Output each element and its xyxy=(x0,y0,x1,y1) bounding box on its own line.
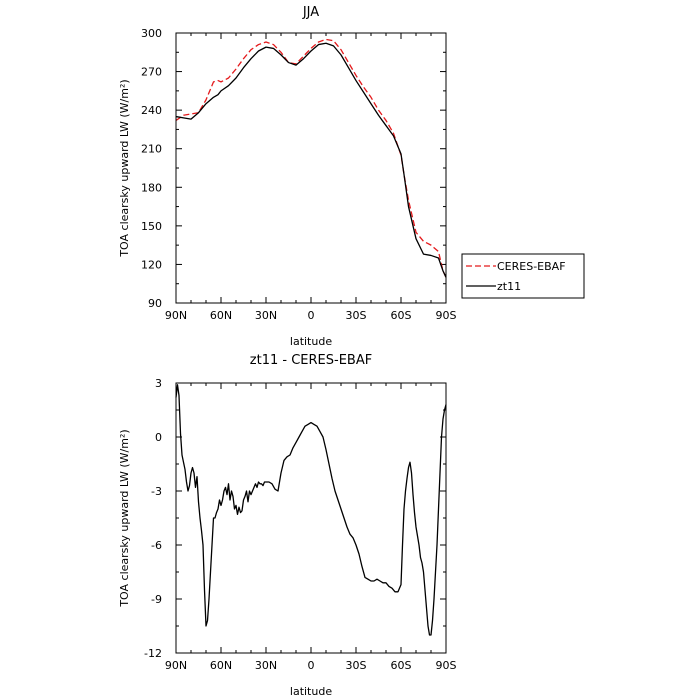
top-x-tick-label: 90N xyxy=(165,309,187,322)
top-x-tick-label: 0 xyxy=(308,309,315,322)
top-y-tick-label: 240 xyxy=(141,104,162,117)
bottom-panel: zt11 - CERES-EBAF 90N 60N 30N 0 30S 60S 90S -12… xyxy=(118,353,457,698)
bottom-x-tick-label: 30N xyxy=(255,659,277,672)
bottom-y-tick-label: 3 xyxy=(155,377,162,390)
bottom-y-tick-label: -3 xyxy=(151,485,162,498)
bottom-x-tick-label: 60S xyxy=(391,659,412,672)
bottom-y-tick-label: 0 xyxy=(155,431,162,444)
bottom-series-lines xyxy=(175,384,447,636)
top-panel: JJA 90N 60N 30N 0 30S 60S 90S 90 120 150 180 210 240… xyxy=(118,5,585,348)
legend: CERES-EBAF zt11 xyxy=(461,253,585,299)
top-y-tick-label: 120 xyxy=(141,258,162,271)
top-x-tick-label: 60N xyxy=(210,309,232,322)
bottom-y-tick-label: -12 xyxy=(144,647,162,660)
bottom-x-tick-label: 90S xyxy=(436,659,457,672)
bottom-x-tick-label: 30S xyxy=(346,659,367,672)
top-x-tick-label: 90S xyxy=(436,309,457,322)
legend-box xyxy=(461,253,585,299)
bottom-plot-frame xyxy=(175,382,447,654)
top-y-tick-label: 270 xyxy=(141,66,162,79)
bottom-series-line-difference xyxy=(175,384,447,636)
top-axis-ticks: 90N 60N 30N 0 30S 60S 90S 90 120 150 180 210 240 270 3… xyxy=(141,27,457,322)
bottom-y-tick-label: -9 xyxy=(151,593,162,606)
top-y-tick-label: 300 xyxy=(141,27,162,40)
bottom-x-tick-label: 90N xyxy=(165,659,187,672)
top-ylabel: TOA clearsky upward LW (W/m²) xyxy=(118,79,131,257)
bottom-title: zt11 - CERES-EBAF xyxy=(250,353,372,368)
top-x-tick-label: 30N xyxy=(255,309,277,322)
bottom-ylabel: TOA clearsky upward LW (W/m²) xyxy=(118,429,131,607)
top-x-tick-label: 60S xyxy=(391,309,412,322)
top-y-tick-label: 210 xyxy=(141,143,162,156)
top-y-tick-label: 90 xyxy=(148,297,162,310)
top-y-tick-label: 180 xyxy=(141,181,162,194)
legend-label-ceres: CERES-EBAF xyxy=(497,260,566,273)
top-xlabel: latitude xyxy=(290,335,332,348)
top-title: JJA xyxy=(302,5,319,20)
bottom-xlabel: latitude xyxy=(290,685,332,698)
top-series-lines xyxy=(175,38,447,278)
top-series-line-ceres-ebaf xyxy=(175,38,447,278)
bottom-x-tick-label: 60N xyxy=(210,659,232,672)
top-plot-frame xyxy=(175,32,447,304)
legend-label-zt11: zt11 xyxy=(497,280,521,293)
bottom-axis-ticks: 90N 60N 30N 0 30S 60S 90S -12 -9 -6 -3 0 3 xyxy=(144,377,456,672)
bottom-x-tick-label: 0 xyxy=(308,659,315,672)
bottom-y-tick-label: -6 xyxy=(151,539,162,552)
top-x-tick-label: 30S xyxy=(346,309,367,322)
top-y-tick-label: 150 xyxy=(141,220,162,233)
top-series-line-zt11 xyxy=(175,42,447,278)
